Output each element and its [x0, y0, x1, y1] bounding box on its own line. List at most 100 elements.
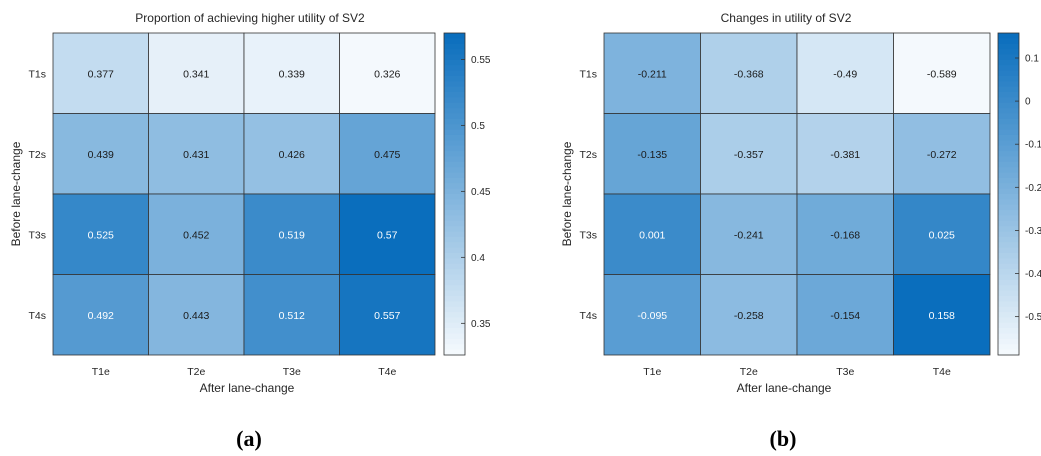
colorbar-segment	[998, 54, 1019, 61]
colorbar-segment	[444, 210, 465, 217]
colorbar-segment	[444, 242, 465, 249]
heatmap-cell	[243, 32, 340, 114]
cell-value-label: 0.439	[88, 149, 114, 161]
colorbar-segment	[998, 344, 1019, 351]
y-tick-label: T1s	[28, 68, 46, 80]
cell-value-label: 0.492	[88, 310, 114, 322]
cell-value-label: 0.001	[639, 229, 665, 241]
colorbar-segment	[998, 285, 1019, 292]
colorbar-segment	[998, 269, 1019, 276]
y-tick-label: T2s	[28, 149, 46, 161]
heatmap-cell	[603, 193, 701, 275]
colorbar-tick-label: 0.1	[1025, 54, 1039, 65]
x-tick-labels: T1e T2e T3e T4e	[92, 366, 397, 378]
cell-value-label: 0.341	[183, 68, 209, 80]
colorbar-tick-label: -0.1	[1025, 140, 1041, 151]
colorbar-frame	[997, 32, 1020, 356]
colorbar-segment	[998, 92, 1019, 98]
colorbar-segment	[444, 75, 465, 82]
cell-value-label: 0.525	[88, 229, 114, 241]
colorbar-segment	[444, 86, 465, 93]
colorbar-segment	[998, 317, 1019, 324]
y-axis-label: Before lane-change	[9, 141, 23, 246]
cell-value-label: 0.426	[279, 149, 305, 161]
cell-value-label: 0.452	[183, 229, 209, 241]
cell-value-label: 0.025	[929, 229, 955, 241]
colorbar-segment	[998, 145, 1019, 152]
heatmap-cell	[603, 32, 701, 114]
colorbar-segment	[998, 151, 1019, 158]
colorbar-segment	[998, 322, 1019, 329]
colorbar-segment	[998, 242, 1019, 249]
heatmap-cell	[339, 193, 436, 275]
colorbar-segment	[998, 177, 1019, 184]
colorbar-segment	[444, 226, 465, 233]
colorbar-segment	[998, 33, 1019, 39]
cell-value-label: -0.241	[734, 229, 764, 241]
heatmap-cell	[796, 274, 894, 356]
chart-title: Changes in utility of SV2	[721, 11, 852, 25]
colorbar-segment	[998, 333, 1019, 340]
colorbar-segment	[444, 285, 465, 292]
heatmap-cell	[148, 113, 245, 195]
colorbar-segment	[444, 253, 465, 259]
colorbar-segment	[998, 108, 1019, 115]
heatmap-cell	[52, 113, 149, 195]
colorbar-segment	[444, 177, 465, 184]
colorbar-segment	[444, 312, 465, 319]
cell-value-label: -0.211	[638, 68, 667, 80]
colorbar-segment	[998, 231, 1019, 238]
colorbar-segment	[444, 236, 465, 243]
cell-value-label: -0.49	[833, 68, 857, 80]
cell-value-label: 0.339	[279, 68, 305, 80]
colorbar-segment	[444, 204, 465, 211]
colorbar-segment	[998, 43, 1019, 50]
x-tick-label: T2e	[187, 366, 205, 378]
colorbar-segment	[444, 328, 465, 335]
colorbar-segment	[998, 118, 1019, 125]
colorbar-segment	[444, 156, 465, 163]
heatmap-cell	[893, 32, 991, 114]
colorbar-segment	[444, 183, 465, 190]
colorbar-segment	[998, 204, 1019, 211]
colorbar-segment	[444, 49, 465, 56]
y-tick-label: T4s	[28, 310, 46, 322]
colorbar-segment	[444, 263, 465, 270]
y-tick-label: T1s	[579, 68, 597, 80]
heatmap-cell	[148, 274, 245, 356]
heatmap-cell	[52, 32, 149, 114]
colorbar-segment	[444, 220, 465, 227]
colorbar-segment	[444, 269, 465, 276]
cell-value-label: -0.381	[830, 149, 860, 161]
colorbar-segment	[444, 172, 465, 179]
heatmap-panel-a: Proportion of achieving higher utility o…	[9, 11, 491, 451]
colorbar-segment	[444, 59, 465, 66]
colorbar-segment	[444, 349, 465, 356]
colorbar-segment	[998, 312, 1019, 319]
cell-value-label: -0.095	[637, 310, 667, 322]
cell-value-label: 0.443	[183, 310, 209, 322]
colorbar-segment	[998, 253, 1019, 259]
heatmap-cell	[243, 274, 340, 356]
cell-value-label: 0.326	[374, 68, 400, 80]
colorbar-segment	[444, 194, 465, 200]
y-tick-labels: T1s T2s T3s T4s	[28, 68, 46, 322]
heatmap-cell	[148, 193, 245, 275]
y-tick-label: T2s	[579, 149, 597, 161]
colorbar-segment	[998, 215, 1019, 222]
colorbar-tick-label: -0.2	[1025, 183, 1041, 194]
cell-value-label: 0.431	[183, 149, 209, 161]
colorbar-segment	[444, 338, 465, 345]
cell-value-label: -0.272	[927, 149, 957, 161]
heatmap-cell	[339, 274, 436, 356]
colorbar-segment	[998, 349, 1019, 356]
cell-value-label: 0.57	[377, 229, 398, 241]
colorbar-frame	[443, 32, 466, 356]
colorbar-segment	[444, 124, 465, 131]
colorbar-segment	[444, 102, 465, 109]
x-tick-label: T1e	[643, 366, 661, 378]
colorbar-segment	[998, 188, 1019, 195]
colorbar-segment	[444, 54, 465, 61]
y-axis-label: Before lane-change	[560, 141, 574, 246]
colorbar-segment	[998, 59, 1019, 66]
